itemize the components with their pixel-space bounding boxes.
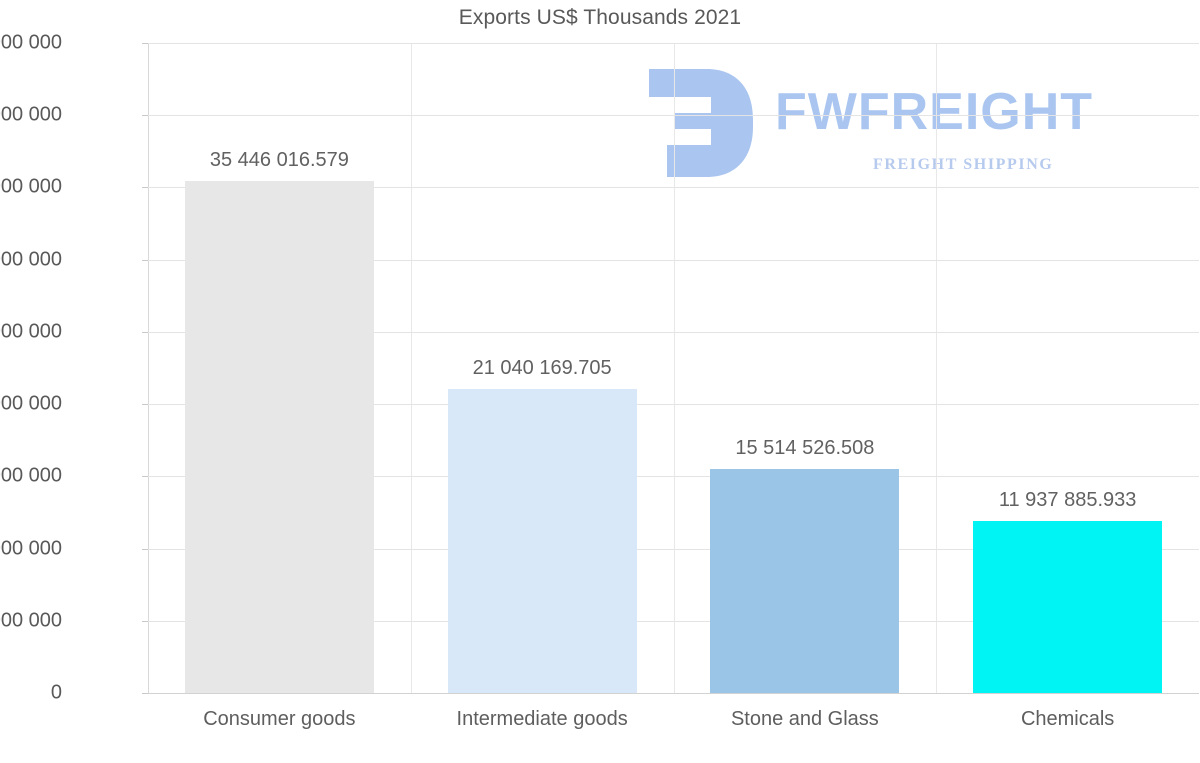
gridline: [148, 620, 1199, 622]
y-tick-label: 45 000 000: [0, 31, 62, 54]
y-tick-label: 0: [50, 681, 62, 704]
y-tick-label: 5 000 000: [0, 609, 62, 632]
y-tick-mark: [142, 620, 149, 622]
y-tick-mark: [142, 187, 149, 189]
bar[interactable]: [710, 468, 900, 693]
gridline: [148, 187, 1199, 189]
plot-area: [148, 43, 1199, 694]
y-tick-mark: [142, 259, 149, 261]
gridline: [148, 404, 1199, 406]
bar[interactable]: [447, 389, 637, 693]
gridline: [148, 476, 1199, 478]
y-tick-mark: [142, 43, 149, 44]
gridline: [148, 548, 1199, 550]
horizontal-gridlines: [148, 43, 1199, 694]
bar[interactable]: [184, 181, 374, 693]
bar-value-label: 15 514 526.508: [735, 436, 875, 459]
bar[interactable]: [973, 520, 1163, 693]
x-tick-label: Chemicals: [1020, 708, 1115, 730]
x-tick-label: Intermediate goods: [456, 708, 628, 730]
y-tick-label: 10 000 000: [0, 537, 62, 560]
y-tick-label: 30 000 000: [0, 248, 62, 271]
gridline: [148, 331, 1199, 333]
y-tick-mark: [142, 115, 149, 117]
y-axis-line: [148, 43, 149, 694]
x-tick-label: Consumer goods: [203, 708, 356, 730]
y-tick-mark: [142, 548, 149, 550]
vertical-gridline: [673, 43, 675, 693]
bar-value-label: 11 937 885.933: [998, 488, 1137, 511]
bar-value-label: 21 040 169.705: [472, 357, 612, 380]
y-tick-label: 20 000 000: [0, 392, 62, 415]
chart-title: Exports US$ Thousands 2021: [458, 6, 742, 29]
y-tick-mark: [142, 404, 149, 406]
bars-layer: [148, 43, 1199, 693]
y-tick-label: 40 000 000: [0, 103, 62, 126]
gridline: [148, 115, 1199, 117]
y-tick-label: 35 000 000: [0, 175, 62, 198]
bar-value-label: 35 446 016.579: [209, 149, 349, 171]
y-tick-mark: [142, 331, 149, 333]
y-tick-mark: [142, 476, 149, 478]
y-tick-label: 15 000 000: [0, 464, 62, 487]
gridline: [148, 259, 1199, 261]
vertical-gridline: [410, 43, 412, 693]
y-tick-label: 25 000 000: [0, 320, 62, 343]
vertical-gridlines: [148, 43, 1199, 693]
gridline: [148, 693, 1199, 694]
y-tick-mark: [142, 693, 149, 694]
x-tick-label: Stone and Glass: [730, 708, 879, 730]
vertical-gridline: [936, 43, 938, 693]
gridline: [148, 43, 1199, 44]
